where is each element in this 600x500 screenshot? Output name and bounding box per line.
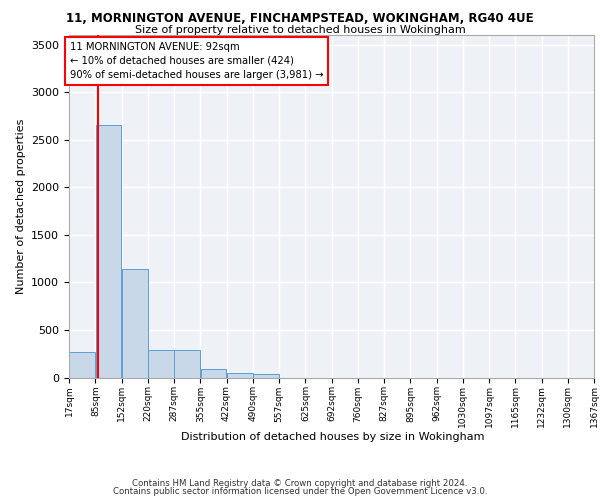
Bar [69, 352, 95, 378]
Y-axis label: Number of detached properties: Number of detached properties [16, 118, 26, 294]
Text: Distribution of detached houses by size in Wokingham: Distribution of detached houses by size … [181, 432, 485, 442]
Text: Size of property relative to detached houses in Wokingham: Size of property relative to detached ho… [134, 25, 466, 35]
Bar [148, 350, 174, 378]
Bar [200, 370, 226, 378]
Bar [227, 372, 253, 378]
Bar [122, 269, 148, 378]
Text: Contains public sector information licensed under the Open Government Licence v3: Contains public sector information licen… [113, 487, 487, 496]
Bar [253, 374, 279, 378]
Bar [95, 126, 121, 378]
Bar [174, 350, 200, 378]
Text: Contains HM Land Registry data © Crown copyright and database right 2024.: Contains HM Land Registry data © Crown c… [132, 478, 468, 488]
Text: 11, MORNINGTON AVENUE, FINCHAMPSTEAD, WOKINGHAM, RG40 4UE: 11, MORNINGTON AVENUE, FINCHAMPSTEAD, WO… [66, 12, 534, 26]
Text: 11 MORNINGTON AVENUE: 92sqm
← 10% of detached houses are smaller (424)
90% of se: 11 MORNINGTON AVENUE: 92sqm ← 10% of det… [70, 42, 323, 80]
